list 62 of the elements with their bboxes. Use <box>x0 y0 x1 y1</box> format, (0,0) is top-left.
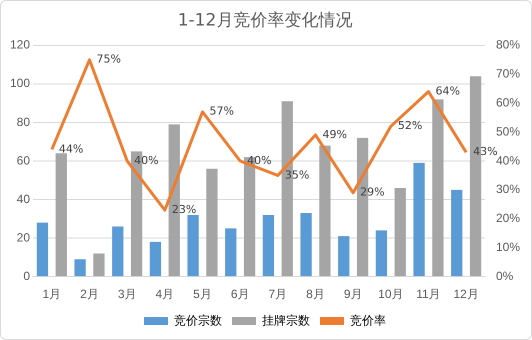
bar <box>394 188 406 276</box>
y2-tick-label: 30% <box>496 182 520 196</box>
bar <box>338 236 350 276</box>
x-tick-label: 3月 <box>118 287 137 302</box>
data-label: 23% <box>172 202 196 216</box>
bar <box>74 259 86 276</box>
bar <box>112 226 124 276</box>
legend-label: 挂牌宗数 <box>262 313 310 328</box>
y2-tick-label: 40% <box>496 153 520 168</box>
bar <box>150 242 162 276</box>
legend-label: 竞价宗数 <box>174 313 222 328</box>
y-tick-label: 60 <box>16 153 30 168</box>
chart-title: 1-12月竞价率变化情况 <box>178 10 352 31</box>
bar <box>225 228 236 276</box>
bar <box>93 253 105 276</box>
bar <box>451 190 462 276</box>
bar <box>56 153 67 276</box>
bar <box>376 230 388 276</box>
x-tick-label: 10月 <box>378 287 404 302</box>
bar <box>432 99 444 276</box>
y-tick-label: 40 <box>16 192 30 206</box>
y-tick-label: 80 <box>16 114 30 129</box>
bar <box>206 168 218 276</box>
data-label: 35% <box>284 168 310 182</box>
y2-tick-label: 10% <box>496 240 520 254</box>
data-label: 52% <box>398 119 422 132</box>
data-label: 40% <box>134 154 159 167</box>
x-tick-label: 6月 <box>230 287 250 302</box>
bar <box>262 214 274 276</box>
x-tick-label: 4月 <box>156 287 174 302</box>
data-label: 43% <box>473 145 498 158</box>
bar <box>36 222 48 276</box>
x-tick-label: 7月 <box>268 287 288 302</box>
bar <box>413 162 425 276</box>
y-tick-label: 0 <box>23 268 30 283</box>
y2-tick-label: 0% <box>496 268 514 283</box>
y2-tick-label: 60% <box>496 96 520 110</box>
y2-tick-label: 50% <box>496 124 520 138</box>
data-label: 40% <box>247 154 272 167</box>
data-label: 57% <box>210 104 234 118</box>
x-tick-label: 11月 <box>416 287 441 302</box>
data-label: 49% <box>322 128 347 141</box>
data-label: 75% <box>96 52 121 66</box>
bar <box>187 214 199 276</box>
y-tick-label: 100 <box>10 76 30 90</box>
data-label: 29% <box>360 186 385 199</box>
x-tick-label: 9月 <box>344 287 363 302</box>
bar <box>319 146 331 276</box>
legend-label: 竞价率 <box>350 313 386 328</box>
y2-tick-label: 20% <box>496 211 520 226</box>
x-tick-label: 5月 <box>193 287 212 302</box>
x-tick-label: 12月 <box>453 287 479 302</box>
x-tick-label: 8月 <box>306 287 325 302</box>
y-tick-label: 120 <box>10 38 30 52</box>
y2-tick-label: 70% <box>496 66 520 81</box>
y-tick-label: 20 <box>16 230 30 244</box>
x-tick-label: 2月 <box>80 287 99 302</box>
data-label: 44% <box>58 142 84 156</box>
y2-tick-label: 80% <box>496 38 520 52</box>
x-tick-label: 1月 <box>42 287 62 302</box>
bar <box>300 213 312 276</box>
data-label: 64% <box>435 84 460 98</box>
